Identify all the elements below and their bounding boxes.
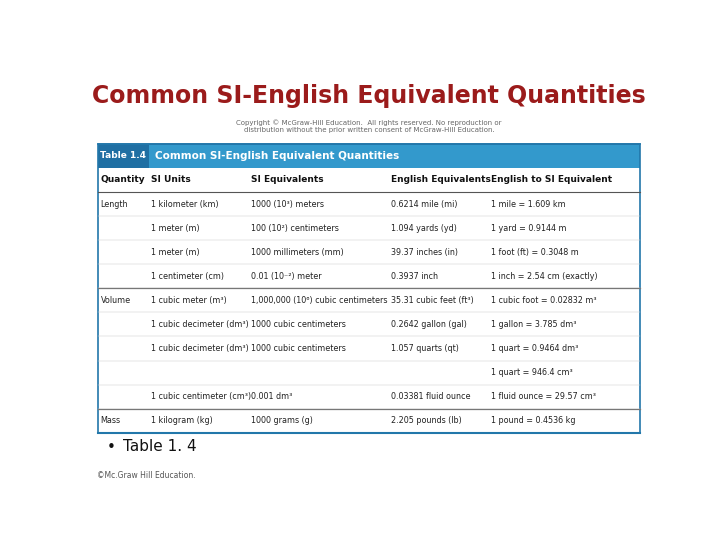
Text: 1 cubic decimeter (dm³): 1 cubic decimeter (dm³) [150, 320, 248, 329]
Text: 100 (10²) centimeters: 100 (10²) centimeters [251, 224, 339, 233]
Text: 1 kilometer (km): 1 kilometer (km) [150, 200, 218, 208]
Text: 35.31 cubic feet (ft³): 35.31 cubic feet (ft³) [391, 296, 474, 305]
Text: 39.37 inches (in): 39.37 inches (in) [391, 248, 458, 256]
Text: 1 kilogram (kg): 1 kilogram (kg) [150, 416, 212, 425]
Text: •: • [107, 440, 116, 455]
Text: 1 quart = 946.4 cm³: 1 quart = 946.4 cm³ [491, 368, 573, 377]
Text: 1000 cubic centimeters: 1000 cubic centimeters [251, 320, 346, 329]
Text: 1 yard = 0.9144 m: 1 yard = 0.9144 m [491, 224, 567, 233]
Text: 1 cubic decimeter (dm³): 1 cubic decimeter (dm³) [150, 344, 248, 353]
Text: 1 cubic centimeter (cm³): 1 cubic centimeter (cm³) [150, 392, 251, 401]
Text: 1 pound = 0.4536 kg: 1 pound = 0.4536 kg [491, 416, 576, 425]
Text: 0.6214 mile (mi): 0.6214 mile (mi) [391, 200, 457, 208]
Text: English to SI Equivalent: English to SI Equivalent [491, 176, 612, 185]
Text: 0.2642 gallon (gal): 0.2642 gallon (gal) [391, 320, 467, 329]
Text: 1 meter (m): 1 meter (m) [150, 224, 199, 233]
Text: SI Equivalents: SI Equivalents [251, 176, 324, 185]
Text: 0.3937 inch: 0.3937 inch [391, 272, 438, 281]
Text: Volume: Volume [101, 296, 131, 305]
Text: 1000 millimeters (mm): 1000 millimeters (mm) [251, 248, 344, 256]
Text: 1.057 quarts (qt): 1.057 quarts (qt) [391, 344, 459, 353]
Text: 1 cubic foot = 0.02832 m³: 1 cubic foot = 0.02832 m³ [491, 296, 597, 305]
Text: 1 gallon = 3.785 dm³: 1 gallon = 3.785 dm³ [491, 320, 577, 329]
Text: 1 centimeter (cm): 1 centimeter (cm) [150, 272, 224, 281]
Text: 1 meter (m): 1 meter (m) [150, 248, 199, 256]
Text: Quantity: Quantity [101, 176, 145, 185]
FancyBboxPatch shape [99, 144, 148, 168]
Text: English Equivalents: English Equivalents [391, 176, 490, 185]
Text: 2.205 pounds (lb): 2.205 pounds (lb) [391, 416, 462, 425]
Text: ©Mc.Graw Hill Education.: ©Mc.Graw Hill Education. [96, 471, 195, 481]
Text: Mass: Mass [101, 416, 121, 425]
Text: 1 mile = 1.609 km: 1 mile = 1.609 km [491, 200, 566, 208]
Text: SI Units: SI Units [150, 176, 191, 185]
Text: 0.03381 fluid ounce: 0.03381 fluid ounce [391, 392, 470, 401]
Text: Length: Length [101, 200, 128, 208]
Text: 1 inch = 2.54 cm (exactly): 1 inch = 2.54 cm (exactly) [491, 272, 598, 281]
Text: 1 fluid ounce = 29.57 cm³: 1 fluid ounce = 29.57 cm³ [491, 392, 596, 401]
Text: 1000 grams (g): 1000 grams (g) [251, 416, 313, 425]
Text: 0.01 (10⁻²) meter: 0.01 (10⁻²) meter [251, 272, 322, 281]
Text: Table 1. 4: Table 1. 4 [124, 439, 197, 454]
Text: 1 cubic meter (m³): 1 cubic meter (m³) [150, 296, 227, 305]
Text: 1 quart = 0.9464 dm³: 1 quart = 0.9464 dm³ [491, 344, 579, 353]
Text: 1.094 yards (yd): 1.094 yards (yd) [391, 224, 456, 233]
FancyBboxPatch shape [148, 144, 639, 168]
Text: 1 foot (ft) = 0.3048 m: 1 foot (ft) = 0.3048 m [491, 248, 579, 256]
Text: 1,000,000 (10⁶) cubic centimeters: 1,000,000 (10⁶) cubic centimeters [251, 296, 388, 305]
Text: 1000 (10³) meters: 1000 (10³) meters [251, 200, 324, 208]
Text: 1000 cubic centimeters: 1000 cubic centimeters [251, 344, 346, 353]
Text: Table 1.4: Table 1.4 [101, 151, 146, 160]
Text: Common SI-English Equivalent Quantities: Common SI-English Equivalent Quantities [92, 84, 646, 107]
Text: 0.001 dm³: 0.001 dm³ [251, 392, 292, 401]
Text: Common SI-English Equivalent Quantities: Common SI-English Equivalent Quantities [156, 151, 400, 161]
Text: Copyright © McGraw-Hill Education.  All rights reserved. No reproduction or
dist: Copyright © McGraw-Hill Education. All r… [236, 119, 502, 132]
